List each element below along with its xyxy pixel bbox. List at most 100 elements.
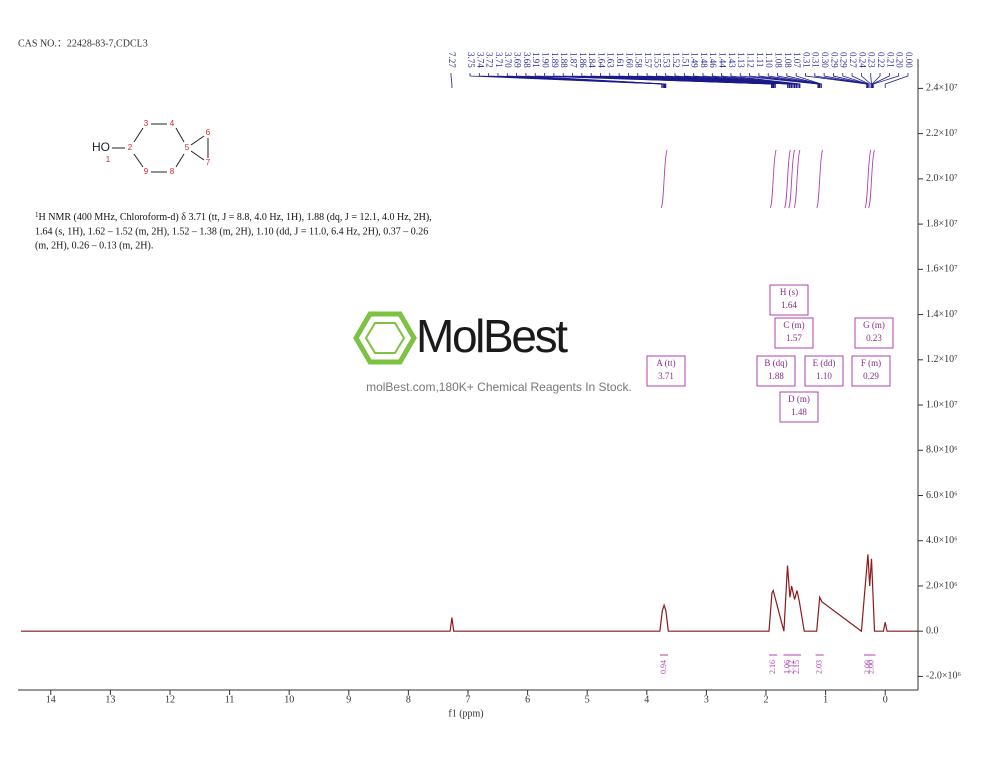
- y-tick-label: 2.0×10⁷: [926, 173, 958, 184]
- peak-label: 1.48: [699, 52, 709, 68]
- multiplet-label: B (dq): [764, 358, 787, 368]
- peak-label: 1.08: [783, 52, 793, 68]
- peak-label: 1.91: [531, 52, 541, 68]
- atom-number: 9: [144, 167, 149, 176]
- x-tick-label: 14: [46, 694, 56, 705]
- y-tick-label: 1.0×10⁷: [926, 399, 958, 410]
- peak-label: 1.87: [568, 52, 578, 68]
- multiplet-box: [646, 355, 686, 387]
- multiplet-shift: 1.64: [781, 300, 797, 310]
- multiplet-box: [854, 317, 894, 349]
- peak-leader: [871, 73, 881, 88]
- y-tick-label: 2.4×10⁷: [926, 83, 958, 94]
- y-tick-label: 8.0×10⁶: [926, 445, 958, 456]
- peak-label: 1.43: [727, 52, 737, 68]
- peak-leader: [721, 73, 800, 88]
- peak-label: 0.22: [876, 52, 886, 68]
- multiplet-label: A (tt): [656, 358, 675, 368]
- multiplet-label: C (m): [783, 320, 804, 330]
- multiplet-box: [756, 355, 796, 387]
- atom-number: 8: [170, 167, 175, 176]
- y-tick-label: -2.0×10⁶: [926, 671, 961, 682]
- multiplet-label: D (m): [788, 394, 810, 404]
- peak-leader: [525, 73, 667, 88]
- integral-value: 2.09: [863, 660, 872, 674]
- peak-leader: [870, 73, 872, 88]
- x-tick-label: 8: [406, 694, 411, 705]
- peak-label: 1.10: [764, 52, 774, 68]
- peak-leader: [683, 73, 796, 88]
- y-tick-label: 2.2×10⁷: [926, 128, 958, 139]
- peak-label: 1.08: [773, 52, 783, 68]
- peak-label: 0.23: [867, 52, 877, 68]
- peak-label: 1.52: [671, 52, 681, 68]
- integral-value: 2.15: [792, 660, 801, 674]
- description-line: 1.64 (s, 1H), 1.62 – 1.52 (m, 2H), 1.52 …: [35, 226, 428, 237]
- peak-label: 0.30: [820, 52, 830, 68]
- multiplet-box: [769, 284, 809, 316]
- peak-label: 1.13: [736, 52, 746, 68]
- integral-value: 2.03: [814, 660, 823, 674]
- peak-label: 0.31: [811, 52, 821, 68]
- nmr-description: 1H NMR (400 MHz, Chloroform-d) δ 3.71 (t…: [35, 211, 432, 224]
- peak-leader: [702, 73, 798, 88]
- peak-label: 1.57: [643, 52, 653, 68]
- atom-number: 1: [106, 155, 111, 164]
- y-tick-label: 4.0×10⁶: [926, 535, 958, 546]
- multiplet-shift: 0.23: [866, 333, 882, 343]
- peak-label: 1.89: [550, 52, 560, 68]
- logo-mark: [353, 311, 417, 365]
- peak-leader: [814, 73, 868, 88]
- peak-leader: [884, 73, 909, 88]
- x-tick-label: 10: [284, 694, 294, 705]
- peak-leader: [693, 73, 797, 88]
- multiplet-label: E (dd): [813, 358, 836, 368]
- peak-label: 1.61: [615, 52, 625, 68]
- peak-leader: [823, 73, 868, 88]
- integral-value: 0.94: [659, 660, 668, 674]
- multiplet-box: [851, 355, 891, 387]
- peak-leader: [730, 73, 801, 88]
- integral-value: 1.06: [782, 660, 791, 674]
- multiplet-box: [779, 391, 819, 423]
- peak-label: 7.27: [447, 52, 457, 68]
- peak-leader: [872, 73, 890, 88]
- peak-label: 1.53: [662, 52, 672, 68]
- peak-label: 3.75: [466, 52, 476, 68]
- multiplet-label: H (s): [780, 287, 798, 297]
- peak-leader: [872, 73, 900, 88]
- peak-label: 1.44: [718, 52, 728, 68]
- multiplet-box: [804, 355, 844, 387]
- peak-leader: [739, 73, 819, 88]
- peak-label: 3.68: [522, 52, 532, 68]
- peak-label: 0.29: [839, 52, 849, 68]
- description-line: (m, 2H), 0.26 – 0.13 (m, 2H).: [35, 240, 153, 251]
- peak-label: 1.60: [624, 52, 634, 68]
- peak-leader: [450, 73, 453, 88]
- multiplet-shift: 3.71: [658, 371, 674, 381]
- x-tick-label: 9: [346, 694, 351, 705]
- peak-leader: [842, 73, 869, 88]
- peak-label: 0.27: [848, 52, 858, 68]
- x-tick-label: 0: [883, 694, 888, 705]
- peak-label: 0.24: [857, 52, 867, 68]
- atom-number: 4: [170, 119, 175, 128]
- x-axis-label: f1 (ppm): [448, 708, 483, 719]
- multiplet-shift: 1.57: [786, 333, 802, 343]
- multiplet-label: F (m): [861, 358, 881, 368]
- peak-label: 1.49: [690, 52, 700, 68]
- structure-group: HO: [92, 140, 110, 154]
- x-tick-label: 3: [704, 694, 709, 705]
- multiplet-shift: 0.29: [863, 371, 879, 381]
- peak-label: 1.84: [587, 52, 597, 68]
- x-tick-label: 13: [105, 694, 115, 705]
- integral-curve: [788, 149, 796, 209]
- logo-tagline: molBest.com,180K+ Chemical Reagents In S…: [366, 380, 632, 394]
- atom-number: 3: [144, 119, 149, 128]
- x-tick-label: 6: [525, 694, 530, 705]
- y-tick-label: 1.8×10⁷: [926, 218, 958, 229]
- peak-label: 3.74: [475, 52, 485, 68]
- y-tick-label: 0.0: [926, 625, 939, 636]
- x-tick-label: 2: [764, 694, 769, 705]
